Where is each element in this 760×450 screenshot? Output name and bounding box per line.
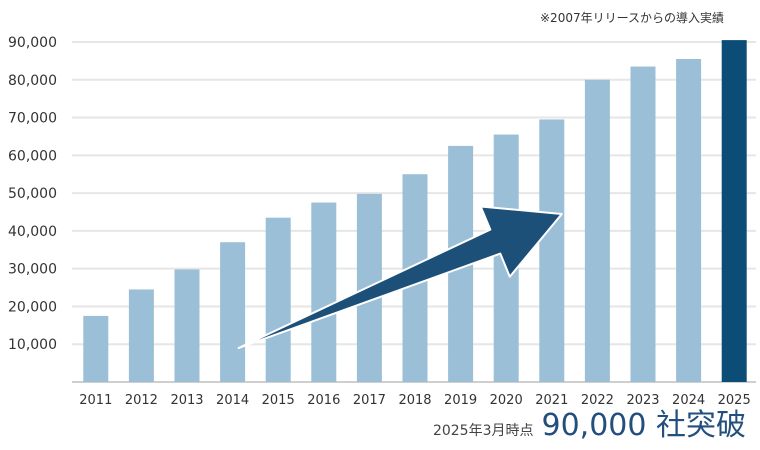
footer-headline: 90,000 社突破	[541, 408, 746, 443]
bar	[128, 289, 154, 382]
x-tick-label: 2024	[672, 393, 705, 408]
x-tick-label: 2012	[125, 393, 158, 408]
bar	[220, 242, 246, 382]
bar	[676, 59, 702, 382]
y-tick-label: 50,000	[8, 186, 57, 202]
x-tick-label: 2018	[398, 393, 431, 408]
bar	[630, 66, 656, 383]
x-tick-label: 2016	[307, 393, 340, 408]
bar	[265, 217, 291, 382]
x-tick-label: 2025	[718, 393, 751, 408]
y-tick-label: 20,000	[8, 299, 57, 315]
y-tick-label: 60,000	[8, 148, 57, 164]
bar	[721, 40, 747, 382]
y-tick-label: 30,000	[8, 262, 57, 278]
bar	[584, 79, 610, 383]
bar	[83, 315, 109, 382]
x-tick-label: 2014	[216, 393, 249, 408]
x-tick-label: 2015	[262, 393, 295, 408]
y-tick-label: 90,000	[8, 35, 57, 51]
bar	[311, 202, 337, 382]
x-tick-label: 2013	[170, 393, 203, 408]
x-tick-label: 2019	[444, 393, 477, 408]
y-tick-label: 80,000	[8, 73, 57, 89]
bar	[539, 119, 565, 382]
x-tick-label: 2011	[79, 393, 112, 408]
y-tick-label: 10,000	[8, 337, 57, 353]
bar	[174, 269, 200, 382]
trend-arrow	[237, 205, 563, 349]
x-tick-label: 2020	[490, 393, 523, 408]
x-tick-label: 2022	[581, 393, 614, 408]
chart-note: ※2007年リリースからの導入実績	[540, 11, 724, 25]
y-tick-label: 40,000	[8, 224, 57, 240]
y-tick-label: 70,000	[8, 111, 57, 127]
x-tick-label: 2021	[535, 393, 568, 408]
x-tick-label: 2023	[626, 393, 659, 408]
footer-date: 2025年3月時点	[432, 423, 534, 439]
x-tick-label: 2017	[353, 393, 386, 408]
footer: 2025年3月時点 90,000 社突破	[433, 400, 746, 444]
